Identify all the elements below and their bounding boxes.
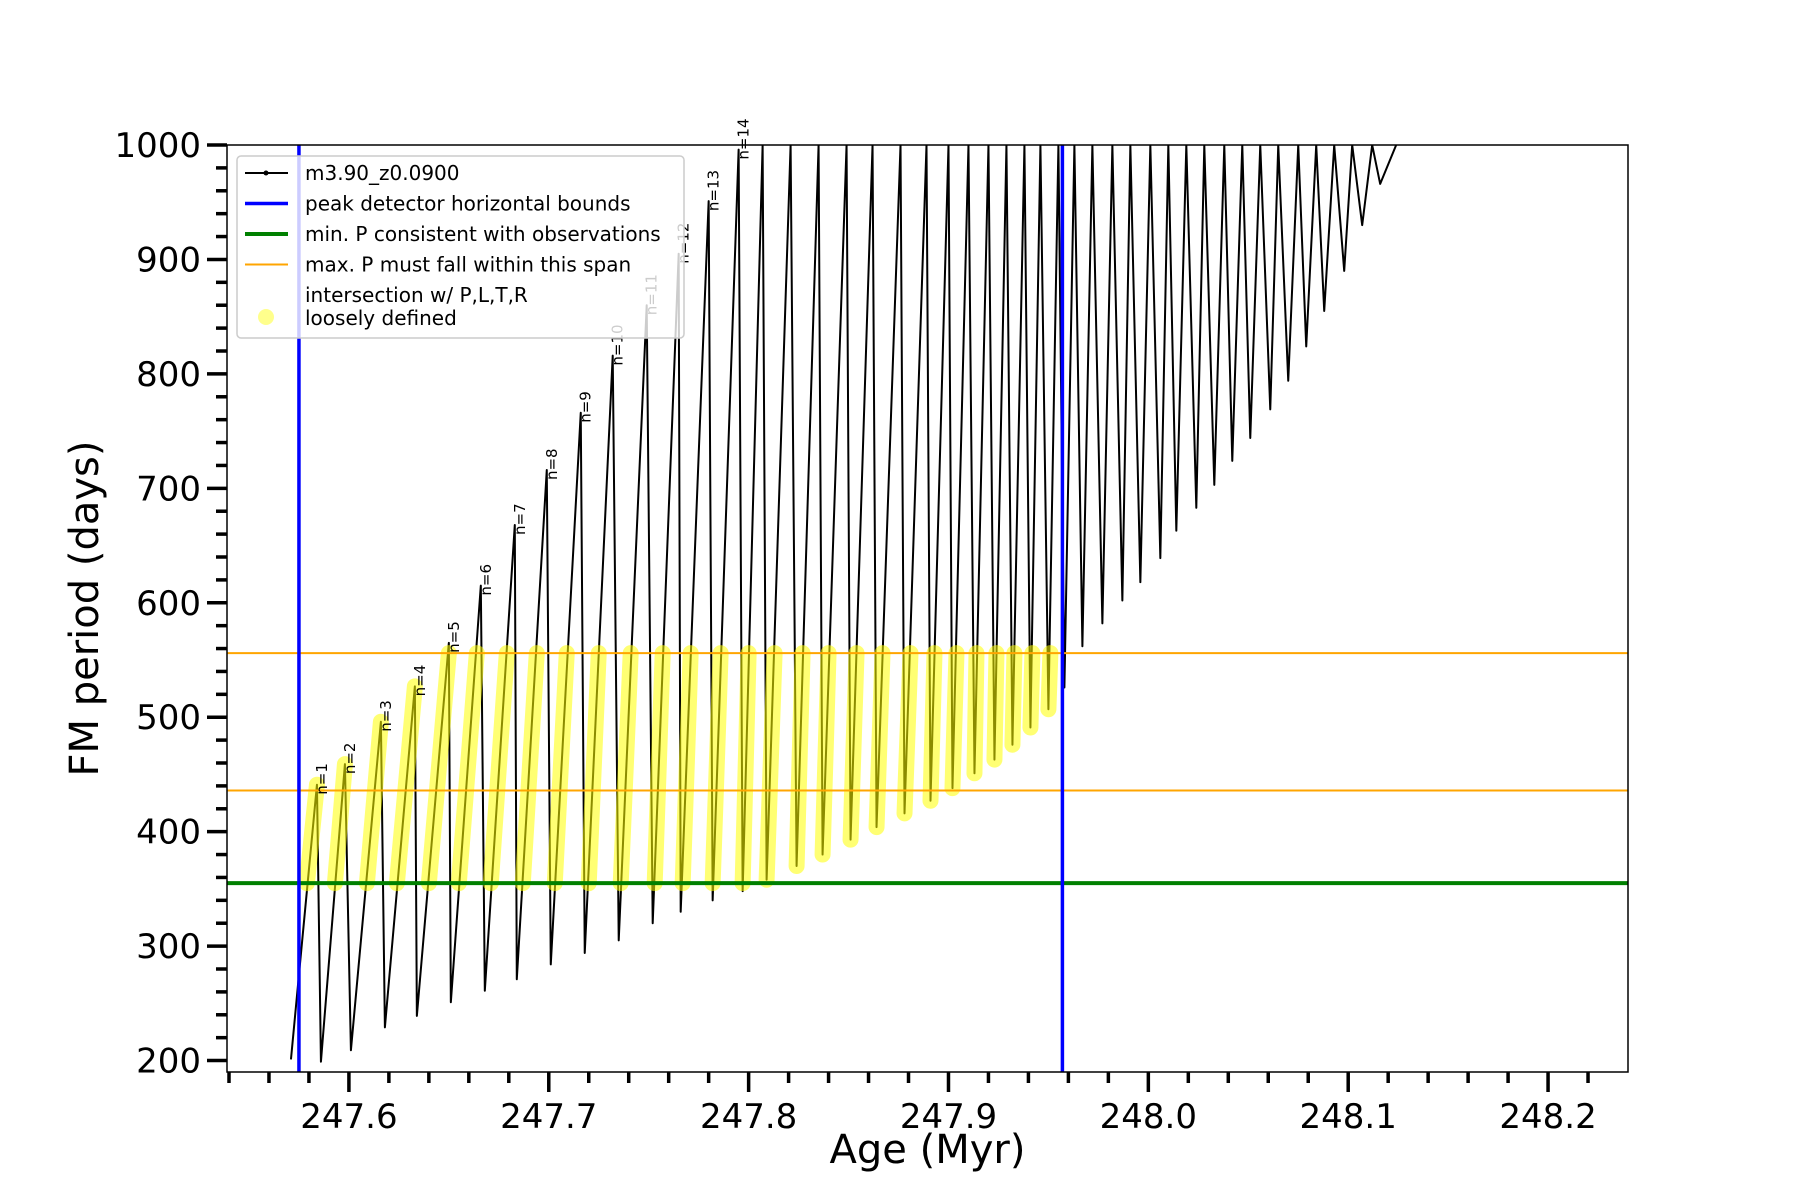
y-tick-label: 1000: [114, 126, 201, 166]
y-axis-label: FM period (days): [62, 441, 108, 777]
intersection-marks: [298, 645, 1059, 892]
x-tick-label: 247.6: [300, 1097, 397, 1137]
y-tick-label: 300: [136, 927, 201, 967]
y-tick-label: 500: [136, 698, 201, 738]
plot-area: [227, 145, 1628, 1072]
period-line: [289, 145, 1398, 1063]
y-tick-label: 200: [136, 1042, 201, 1082]
legend-label: peak detector horizontal bounds: [305, 192, 631, 216]
legend-label-line: intersection w/ P,L,T,R: [305, 283, 528, 307]
x-tick-label: 247.9: [900, 1097, 997, 1137]
x-tick-label: 247.8: [700, 1097, 797, 1137]
x-axis-label: Age (Myr): [830, 1127, 1026, 1173]
y-tick-label: 700: [136, 469, 201, 509]
legend-label: min. P consistent with observations: [305, 222, 661, 246]
cycle-annotation: n=9: [577, 391, 595, 423]
y-tick-label: 600: [136, 584, 201, 624]
x-tick-label: 248.2: [1499, 1097, 1596, 1137]
y-tick-label: 400: [136, 813, 201, 853]
legend-label: m3.90_z0.0900: [305, 161, 460, 185]
cycle-annotation: n=2: [341, 743, 359, 775]
legend-swatch: [258, 309, 274, 325]
cycle-annotation: n=4: [411, 665, 429, 697]
legend-label-line: loosely defined: [305, 306, 457, 330]
x-tick-label: 247.7: [500, 1097, 597, 1137]
x-tick-label: 248.0: [1100, 1097, 1197, 1137]
legend-label: intersection w/ P,L,T,R loosely defined: [305, 283, 528, 330]
cycle-annotation: n=3: [377, 700, 395, 732]
plot-frame: [226, 144, 1629, 1073]
y-tick-label: 900: [136, 240, 201, 280]
legend-label: max. P must fall within this span: [305, 253, 631, 277]
cycle-annotation: n=13: [705, 170, 723, 211]
cycle-annotation: n=7: [511, 503, 529, 535]
y-tick-label: 800: [136, 355, 201, 395]
legend-swatch-dot: [263, 170, 269, 176]
cycle-annotation: n=8: [543, 448, 561, 480]
cycle-annotation: n=14: [735, 118, 753, 159]
x-tick-label: 248.1: [1300, 1097, 1397, 1137]
cycle-annotation: n=1: [313, 763, 331, 795]
legend-box: [236, 155, 685, 339]
cycle-annotation: n=6: [477, 564, 495, 596]
cycle-annotation: n=5: [445, 621, 463, 653]
